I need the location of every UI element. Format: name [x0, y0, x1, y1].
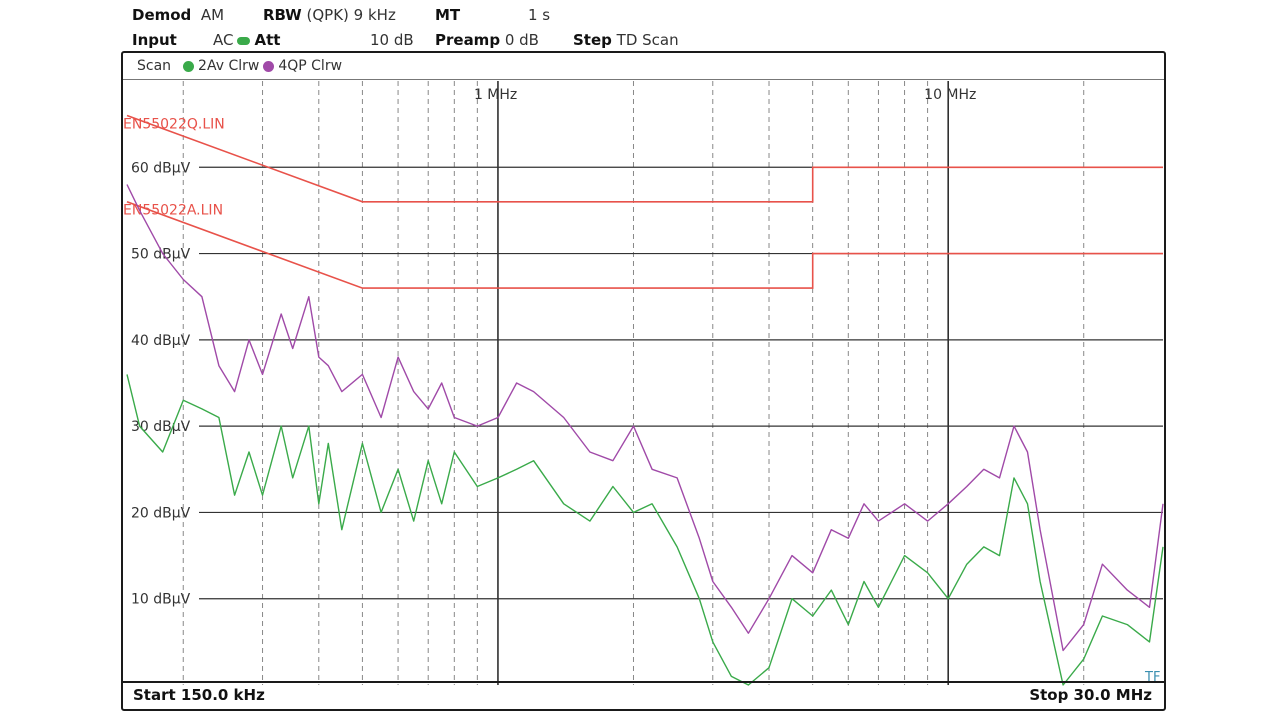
- demod-value: AM: [200, 6, 225, 24]
- mt-value-wrap: 1 s: [528, 6, 550, 24]
- y-tick-label: 50 dBµV: [131, 247, 191, 263]
- trace-2-dot-icon: [183, 60, 195, 72]
- demod-label: Demod: [132, 6, 192, 24]
- att-value-wrap: 10 dB: [370, 31, 414, 49]
- spectrum-display: Scan 2Av Clrw 4QP Clrw 10 dBµV 20 dBµV 30 …: [121, 51, 1166, 711]
- scan-label: Scan: [137, 58, 172, 74]
- trace-line: [126, 184, 1164, 652]
- trace-4-dot-icon: [263, 60, 275, 72]
- preamp-readout: Preamp 0 dB: [435, 31, 539, 49]
- mt-label-wrap: MT: [435, 6, 460, 24]
- att-label: Att: [254, 31, 281, 49]
- preamp-value: 0 dB: [504, 31, 539, 49]
- mt-value: 1 s: [528, 6, 551, 24]
- step-readout: Step TD Scan: [573, 31, 679, 49]
- x-tick-label: 1 MHz: [474, 87, 517, 103]
- rbw-label: RBW: [263, 6, 302, 24]
- step-label: Step: [573, 31, 612, 49]
- limit-line-label: EN55022Q.LIN: [123, 116, 225, 132]
- trace-2-label: 2Av Clrw: [198, 58, 260, 74]
- trace-4-label: 4QP Clrw: [278, 58, 343, 74]
- y-tick-label: 60 dBµV: [131, 160, 191, 176]
- input-readout: AC Att: [213, 31, 280, 49]
- y-tick-label: 10 dBµV: [131, 592, 191, 608]
- rbw-value: (QPK) 9 kHz: [306, 6, 396, 24]
- y-tick-label: 40 dBµV: [131, 333, 191, 349]
- demod-readout: Demod AM: [132, 6, 224, 24]
- y-tick-label: 20 dBµV: [131, 505, 191, 521]
- preamp-label: Preamp: [435, 31, 501, 49]
- limit-line: [126, 114, 1163, 203]
- x-tick-label: 10 MHz: [924, 87, 976, 103]
- stop-frequency: Stop 30.0 MHz: [1029, 686, 1152, 704]
- trace-line: [126, 374, 1164, 686]
- start-frequency: Start 150.0 kHz: [133, 686, 265, 704]
- mt-label: MT: [435, 6, 461, 24]
- rbw-readout: RBW (QPK) 9 kHz: [263, 6, 396, 24]
- limit-line: [126, 201, 1163, 289]
- step-value: TD Scan: [616, 31, 679, 49]
- frequency-span-footer: Start 150.0 kHz Stop 30.0 MHz: [123, 681, 1164, 709]
- status-led-icon: [237, 36, 251, 45]
- input-label-wrap: Input: [132, 31, 177, 49]
- input-value: AC: [213, 31, 234, 49]
- att-value: 10 dB: [370, 31, 414, 49]
- limit-line-label: EN55022A.LIN: [123, 203, 223, 219]
- trace-legend-bar: Scan 2Av Clrw 4QP Clrw: [123, 53, 1164, 80]
- y-tick-label: 30 dBµV: [131, 419, 191, 435]
- spectrum-plot: 10 dBµV 20 dBµV 30 dBµV 40 dBµV 50 dBµV 60 dB…: [123, 81, 1164, 686]
- input-label: Input: [132, 31, 177, 49]
